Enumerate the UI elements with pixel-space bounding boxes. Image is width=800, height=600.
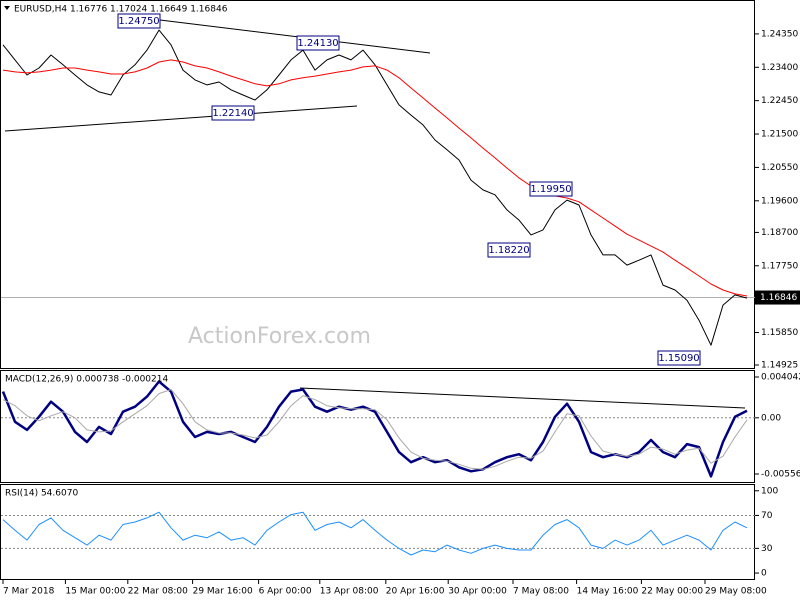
series-line bbox=[1, 380, 748, 478]
main-panel-frame bbox=[0, 0, 755, 369]
panel-title: MACD(12,26,9) 0.000738 -0.000214 bbox=[5, 375, 168, 385]
menu-arrow bbox=[4, 6, 10, 10]
y-tick-label: 1.19600 bbox=[761, 196, 798, 206]
x-tick-label: 29 May 08:00 bbox=[705, 587, 767, 597]
x-tick-label: 20 Apr 16:00 bbox=[386, 587, 445, 597]
x-tick-label: 7 Mar 2018 bbox=[3, 587, 55, 597]
trend-line bbox=[159, 19, 431, 54]
annotation-box bbox=[211, 105, 255, 121]
y-tick-label: 1.17750 bbox=[761, 261, 798, 271]
y-tick-label: 30 bbox=[761, 544, 773, 554]
y-tick-label: 1.18700 bbox=[761, 228, 798, 238]
annotation: 1.22140 bbox=[212, 108, 253, 119]
y-tick-label: 0 bbox=[761, 569, 767, 579]
annotation: 1.24130 bbox=[297, 38, 338, 49]
series-line bbox=[2, 389, 748, 470]
annotation: 1.15090 bbox=[658, 353, 699, 364]
x-tick-label: 7 May 08:00 bbox=[513, 587, 569, 597]
x-tick-label: 15 Mar 00:00 bbox=[65, 587, 125, 597]
x-tick-label: 30 Apr 00:00 bbox=[448, 587, 507, 597]
y-tick-label: 1.22450 bbox=[761, 96, 798, 106]
x-tick-label: 6 Apr 00:00 bbox=[259, 587, 312, 597]
y-tick-label: 1.23400 bbox=[761, 63, 798, 73]
x-tick-label: 29 Mar 16:00 bbox=[193, 587, 253, 597]
y-tick-label: -0.005566 bbox=[761, 470, 800, 480]
panel-title: EURUSD,H4 1.16776 1.17024 1.16649 1.1684… bbox=[14, 5, 228, 15]
trend-line bbox=[4, 105, 358, 132]
annotation-box bbox=[487, 242, 531, 258]
rsi-panel-frame bbox=[0, 484, 755, 580]
x-tick-label: 22 Mar 08:00 bbox=[128, 587, 188, 597]
y-tick-label: 1.21500 bbox=[761, 130, 798, 140]
y-tick-label: 1.14925 bbox=[761, 361, 798, 371]
annotation-box bbox=[117, 13, 161, 29]
annotation-box bbox=[657, 350, 701, 366]
annotation: 1.18220 bbox=[488, 245, 529, 256]
x-tick-label: 22 May 00:00 bbox=[641, 587, 703, 597]
y-tick-label: 1.15850 bbox=[761, 328, 798, 338]
y-tick-label: 70 bbox=[761, 511, 773, 521]
annotation-box bbox=[296, 35, 340, 51]
panel-title: RSI(14) 54.6070 bbox=[5, 489, 78, 499]
watermark: ActionForex.com bbox=[188, 324, 371, 349]
x-tick-label: 13 Apr 08:00 bbox=[320, 587, 379, 597]
macd-panel-frame bbox=[0, 370, 755, 483]
y-tick-label: 1.20550 bbox=[761, 163, 798, 173]
series-line bbox=[2, 59, 748, 297]
annotation: 1.19950 bbox=[530, 184, 571, 195]
annotation: 1.24750 bbox=[118, 16, 159, 27]
series-line bbox=[2, 29, 748, 346]
trend-line bbox=[299, 387, 746, 409]
price-marker-box bbox=[755, 290, 800, 305]
annotation-box bbox=[529, 181, 573, 197]
y-tick-label: 0.004042 bbox=[761, 372, 800, 382]
y-tick-label: 0.00 bbox=[761, 413, 781, 423]
y-tick-label: 1.24350 bbox=[761, 29, 798, 39]
x-tick-label: 14 May 16:00 bbox=[577, 587, 639, 597]
price-marker-label: 1.16846 bbox=[760, 293, 797, 303]
y-tick-label: 100 bbox=[761, 486, 778, 496]
series-line bbox=[2, 511, 748, 556]
